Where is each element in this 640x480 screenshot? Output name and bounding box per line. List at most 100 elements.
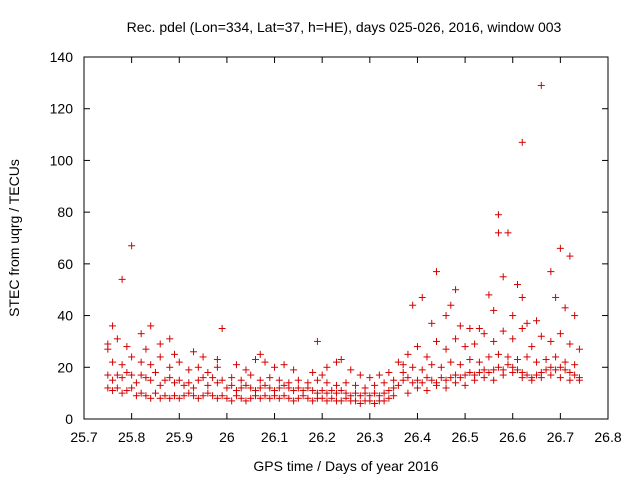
data-point [194,394,202,402]
data-point [423,353,431,361]
data-point [313,376,321,384]
data-point [175,358,183,366]
data-point [437,363,445,371]
data-points [104,81,583,407]
data-point [413,384,421,392]
data-point [242,381,250,389]
data-point [380,397,388,405]
data-point [271,387,279,395]
data-point [171,392,179,400]
data-point [352,381,360,389]
data-point [533,358,541,366]
data-point [266,374,274,382]
y-tick-label: 120 [50,101,74,117]
data-point [380,389,388,397]
data-point [228,397,236,405]
y-tick-label: 80 [57,204,73,220]
data-point [280,361,288,369]
data-point [261,358,269,366]
data-point [218,325,226,332]
data-point [556,330,564,338]
data-point [323,389,331,397]
data-point [566,376,574,384]
data-point [413,343,421,351]
data-point [137,389,145,397]
data-point [294,394,302,402]
data-point [204,389,212,397]
data-point [247,371,255,379]
data-point [309,397,317,405]
data-point [266,384,274,392]
data-point [518,138,526,146]
data-point [332,389,340,397]
data-point [528,343,536,351]
data-point [480,374,488,382]
data-point [218,376,226,384]
data-point [328,387,336,395]
data-point [371,399,379,407]
data-point [109,387,117,395]
data-point [256,350,264,358]
data-point [166,374,174,382]
data-point [399,361,407,369]
data-point [128,353,136,361]
data-point [523,319,531,327]
x-tick-label: 25.9 [166,429,193,445]
data-point [194,376,202,384]
data-point [280,381,288,389]
data-point [494,229,502,237]
data-point [323,379,331,387]
data-point [485,368,493,376]
data-point [113,335,121,343]
data-point [209,392,217,400]
data-point [190,392,198,400]
data-point [304,394,312,402]
data-point [313,337,321,345]
y-tick-label: 140 [50,49,74,65]
data-point [552,293,560,301]
data-point [504,353,512,361]
data-point [399,368,407,376]
data-point [490,376,498,384]
data-point [128,242,136,250]
data-point [513,356,521,364]
data-point [251,387,259,395]
data-point [356,399,364,407]
data-point [409,379,417,387]
data-point [185,366,193,374]
data-point [356,371,364,379]
data-point [556,363,564,371]
data-point [318,394,326,402]
data-point [347,392,355,400]
x-tick-label: 26.7 [547,429,574,445]
data-point [518,374,526,382]
x-tick-label: 26 [219,429,235,445]
data-point [409,363,417,371]
data-point [494,350,502,358]
data-point [142,345,150,353]
data-point [123,387,131,395]
data-point [290,397,298,405]
x-tick-label: 26.6 [499,429,526,445]
data-point [428,319,436,327]
data-point [147,376,155,384]
data-point [447,358,455,366]
data-point [442,312,450,320]
data-point [475,325,483,332]
data-point [294,376,302,384]
data-point [342,389,350,397]
data-point [518,325,526,332]
data-point [175,394,183,402]
data-point [228,381,236,389]
data-point [352,397,360,405]
x-tick-label: 26.3 [356,429,383,445]
data-point [247,384,255,392]
data-point [547,363,555,371]
data-point [285,379,293,387]
data-point [490,306,498,314]
data-point [347,366,355,374]
data-point [128,384,136,392]
data-point [428,361,436,369]
data-point [433,381,441,389]
